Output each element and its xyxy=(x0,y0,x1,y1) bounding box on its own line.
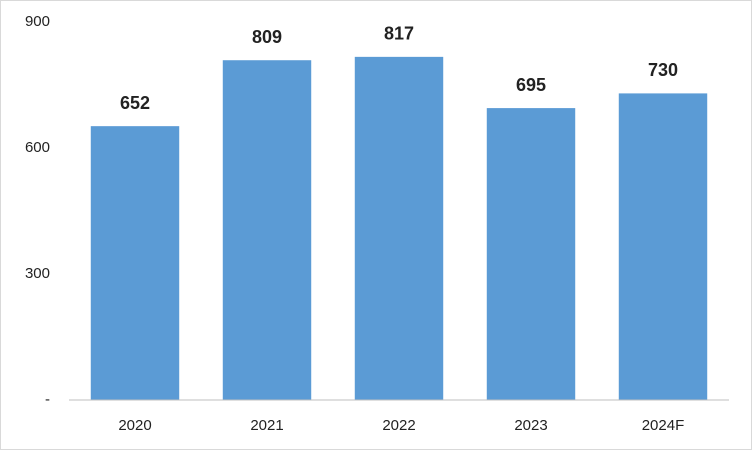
x-tick-label: 2021 xyxy=(250,417,283,434)
y-tick-label: 900 xyxy=(25,13,50,30)
value-label: 817 xyxy=(384,24,414,44)
y-tick-label: - xyxy=(45,391,50,408)
value-label: 652 xyxy=(120,93,150,113)
bar xyxy=(222,60,312,400)
y-tick-label: 600 xyxy=(25,139,50,156)
bar xyxy=(354,56,444,401)
x-tick-label: 2020 xyxy=(118,417,151,434)
bar xyxy=(486,108,576,400)
x-tick-label: 2022 xyxy=(382,417,415,434)
x-tick-label: 2023 xyxy=(514,417,547,434)
bar xyxy=(618,93,708,401)
value-label: 730 xyxy=(648,60,678,80)
value-label: 809 xyxy=(252,27,282,47)
value-label: 695 xyxy=(516,75,546,95)
x-tick-label: 2024F xyxy=(642,417,685,434)
bar xyxy=(90,126,180,400)
y-tick-label: 300 xyxy=(25,265,50,282)
